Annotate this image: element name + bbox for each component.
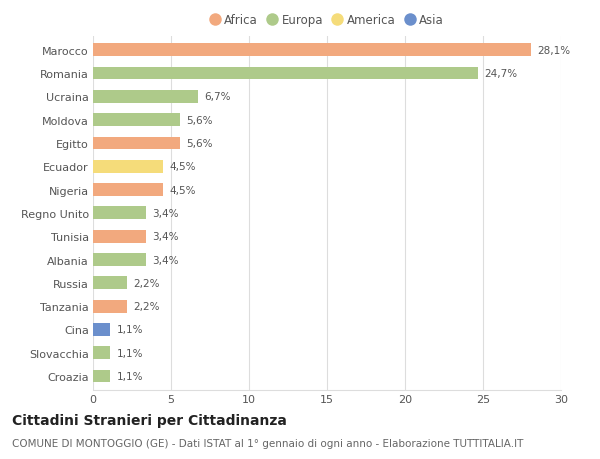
Bar: [93, 370, 110, 383]
Bar: [93, 161, 163, 174]
Text: 6,7%: 6,7%: [204, 92, 230, 102]
Text: 2,2%: 2,2%: [134, 278, 160, 288]
Text: 1,1%: 1,1%: [116, 325, 143, 335]
Text: 3,4%: 3,4%: [152, 232, 179, 242]
Bar: [93, 253, 146, 266]
Legend: Africa, Europa, America, Asia: Africa, Europa, America, Asia: [210, 14, 444, 27]
Bar: [93, 184, 163, 196]
Text: 4,5%: 4,5%: [169, 162, 196, 172]
Bar: [93, 347, 110, 359]
Bar: [93, 67, 478, 80]
Bar: [93, 323, 110, 336]
Text: 5,6%: 5,6%: [187, 139, 213, 149]
Bar: [93, 137, 181, 150]
Text: 2,2%: 2,2%: [134, 302, 160, 312]
Bar: [93, 207, 146, 220]
Bar: [93, 277, 127, 290]
Bar: [93, 114, 181, 127]
Text: 3,4%: 3,4%: [152, 208, 179, 218]
Text: 1,1%: 1,1%: [116, 348, 143, 358]
Bar: [93, 91, 197, 104]
Text: Cittadini Stranieri per Cittadinanza: Cittadini Stranieri per Cittadinanza: [12, 413, 287, 427]
Bar: [93, 44, 532, 57]
Text: 24,7%: 24,7%: [485, 69, 518, 79]
Text: 5,6%: 5,6%: [187, 115, 213, 125]
Text: 1,1%: 1,1%: [116, 371, 143, 381]
Bar: [93, 230, 146, 243]
Text: COMUNE DI MONTOGGIO (GE) - Dati ISTAT al 1° gennaio di ogni anno - Elaborazione : COMUNE DI MONTOGGIO (GE) - Dati ISTAT al…: [12, 438, 523, 448]
Bar: [93, 300, 127, 313]
Text: 28,1%: 28,1%: [538, 46, 571, 56]
Text: 4,5%: 4,5%: [169, 185, 196, 195]
Text: 3,4%: 3,4%: [152, 255, 179, 265]
